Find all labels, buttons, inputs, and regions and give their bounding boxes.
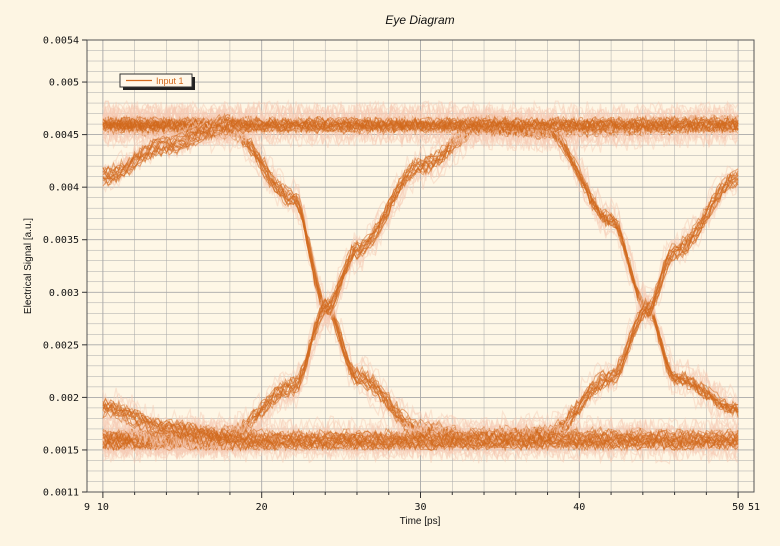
- trace-path: [102, 417, 739, 445]
- legend-entry-input-1: Input 1: [156, 76, 184, 86]
- trace-path: [102, 107, 231, 178]
- trace-path: [102, 104, 739, 412]
- axis-ticks: 0.0011 0.0015 0.002 0.0025 0.003 0.0035 0.004 0…: [43, 36, 760, 514]
- trace-path: [102, 397, 231, 439]
- y-tick-label: 0.003: [49, 288, 79, 299]
- x-tick-label: 30: [414, 502, 426, 513]
- trace-path: [102, 119, 231, 181]
- trace-path: [102, 125, 231, 186]
- y-tick-label: 0.0054: [43, 36, 79, 47]
- y-tick-label: 0.0011: [43, 488, 79, 499]
- chart-title: Eye Diagram: [385, 13, 454, 27]
- trace-path: [102, 119, 739, 147]
- x-tick-label: 40: [573, 502, 585, 513]
- x-tick-label: 9: [84, 502, 90, 513]
- trace-path: [102, 118, 231, 194]
- trace-path: [102, 128, 231, 188]
- trace-path: [102, 414, 231, 457]
- y-tick-label: 0.0015: [43, 445, 79, 456]
- y-tick-label: 0.005: [49, 78, 79, 89]
- x-tick-label: 10: [97, 502, 109, 513]
- trace-path: [102, 124, 231, 184]
- y-tick-label: 0.0035: [43, 235, 79, 246]
- y-axis-label: Electrical Signal [a.u.]: [23, 218, 34, 314]
- x-tick-label: 20: [256, 502, 268, 513]
- trace-path: [102, 402, 231, 444]
- legend: Input 1: [119, 73, 195, 90]
- y-tick-label: 0.004: [49, 183, 79, 194]
- legend-box: [119, 73, 193, 88]
- y-tick-label: 0.0045: [43, 130, 79, 141]
- x-tick-label: 51: [748, 502, 760, 513]
- series-input-1: [102, 99, 739, 465]
- y-tick-label: 0.0025: [43, 340, 79, 351]
- x-tick-label: 50: [732, 502, 744, 513]
- trace-path: [102, 402, 231, 443]
- y-tick-label: 0.002: [49, 393, 79, 404]
- x-axis-label: Time [ps]: [400, 516, 441, 527]
